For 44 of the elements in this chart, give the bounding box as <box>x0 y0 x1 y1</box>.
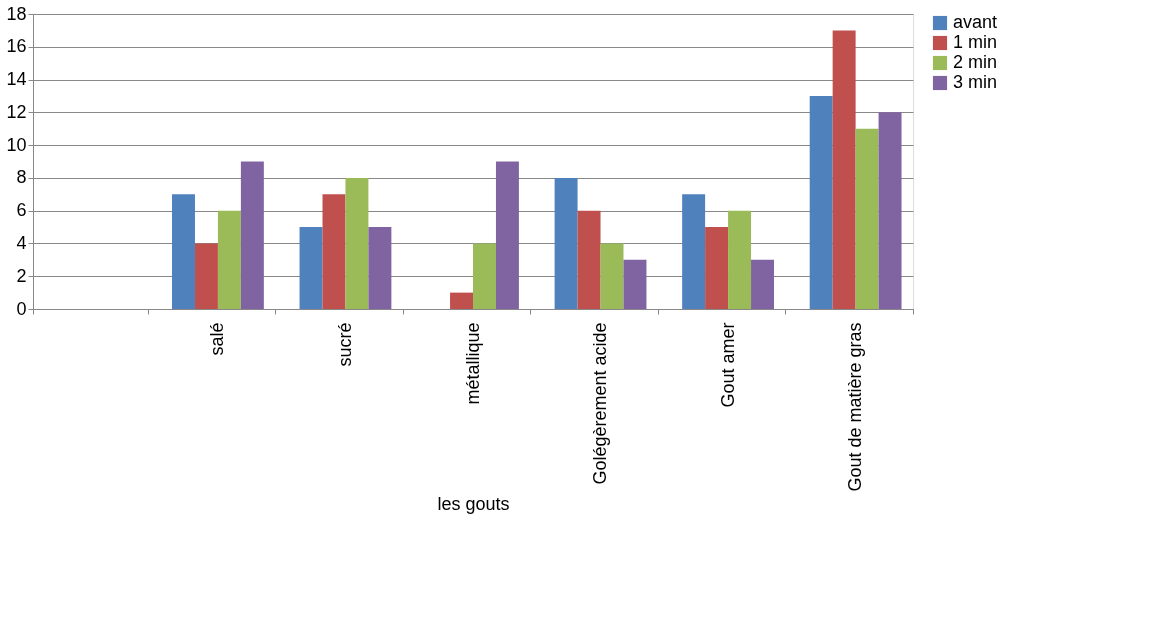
y-tick-label: 12 <box>6 101 27 122</box>
bar <box>577 210 601 309</box>
bar <box>809 95 833 309</box>
bar <box>194 243 218 309</box>
bar <box>345 177 369 309</box>
bar <box>832 30 856 309</box>
bar <box>751 259 774 309</box>
bar <box>299 227 323 309</box>
bar <box>705 227 729 309</box>
bar <box>217 210 241 309</box>
bar <box>682 194 706 309</box>
y-tick-label: 0 <box>16 298 27 319</box>
bar <box>855 128 879 309</box>
y-tick-label: 2 <box>16 265 27 286</box>
y-tick-label: 16 <box>6 36 27 57</box>
bar <box>450 292 473 309</box>
bar <box>495 161 519 309</box>
x-tick-label: Gout amer <box>717 322 738 408</box>
x-tick-label: métallique <box>462 322 483 405</box>
legend-label: 1 min <box>953 32 998 52</box>
y-tick-label: 14 <box>6 69 27 90</box>
y-tick-label: 10 <box>6 134 27 155</box>
x-tick-label: Gout de matière gras <box>845 322 866 492</box>
y-tick-label: 18 <box>6 3 27 24</box>
bar <box>322 194 346 309</box>
bar <box>728 210 752 309</box>
x-tick-label: Golégèrement acide <box>590 322 611 485</box>
bar <box>240 161 264 309</box>
bar <box>473 243 496 309</box>
bar <box>878 112 902 309</box>
bar <box>623 259 647 309</box>
x-tick-label: sucré <box>334 322 355 367</box>
bar <box>600 243 624 309</box>
bar <box>554 177 578 309</box>
legend-label: 2 min <box>953 52 998 72</box>
x-tick-label: salé <box>207 322 228 356</box>
x-axis-title: les gouts <box>437 493 510 514</box>
legend-label: avant <box>953 12 998 32</box>
y-tick-label: 8 <box>16 167 27 188</box>
bar <box>172 194 195 309</box>
y-tick-label: 4 <box>16 232 27 253</box>
y-tick-label: 6 <box>16 200 27 221</box>
legend-label: 3 min <box>953 72 998 92</box>
bar <box>368 227 392 309</box>
